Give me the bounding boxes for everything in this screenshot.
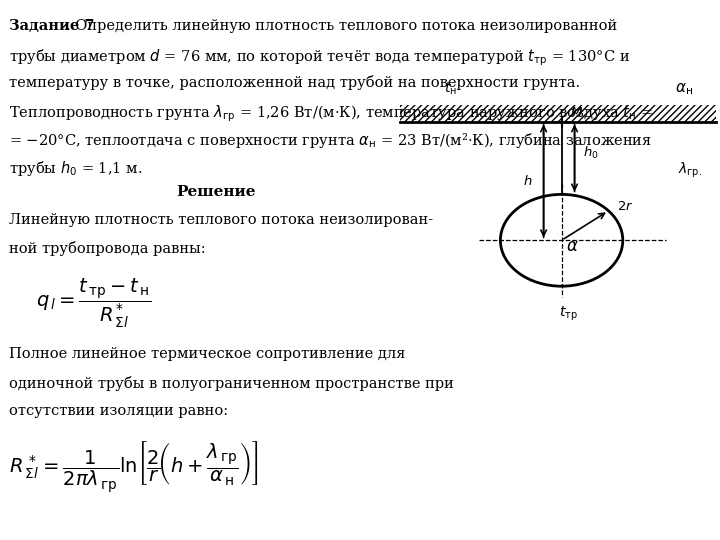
Text: Полное линейное термическое сопротивление для: Полное линейное термическое сопротивлени… [9,347,405,361]
Text: трубы диаметром $d$ = 76 мм, по которой течёт вода температурой $t_{\rm тр}$ = 1: трубы диаметром $d$ = 76 мм, по которой … [9,47,629,68]
Text: $h$: $h$ [523,174,533,188]
Text: трубы $h_{0}$ = 1,1 м.: трубы $h_{0}$ = 1,1 м. [9,159,142,178]
Bar [400,105,716,122]
Text: $q_{\,l} = \dfrac{t_{\rm\,тр} - t_{\rm\,н}}{R\,{}_{\!\Sigma l}^{\!\!*}}$: $q_{\,l} = \dfrac{t_{\rm\,тр} - t_{\rm\,… [36,277,151,330]
Ellipse shape [500,194,623,286]
Text: Теплопроводность грунта $\lambda_{\rm гр}$ = 1,26 Вт/(м·К), температура наружног: Теплопроводность грунта $\lambda_{\rm гр… [9,103,652,124]
Text: $\lambda_{\rm гр.}$: $\lambda_{\rm гр.}$ [678,160,702,180]
Text: Линейную плотность теплового потока неизолирован-: Линейную плотность теплового потока неиз… [9,213,433,227]
Text: $t_{\rm н}$: $t_{\rm н}$ [444,81,456,97]
Text: = −20°С, теплоотдача с поверхности грунта $\alpha_{\rm н}$ = 23 Вт/(м²·К), глуби: = −20°С, теплоотдача с поверхности грунт… [9,131,652,150]
Text: . Определить линейную плотность теплового потока неизолированной: . Определить линейную плотность тепловог… [66,19,618,33]
Text: ной трубопровода равны:: ной трубопровода равны: [9,241,205,256]
Text: $R_{\,\Sigma l}^{\,*} = \dfrac{1}{2\pi\lambda_{\rm\,гр}} \ln\!\left[\dfrac{2}{r}: $R_{\,\Sigma l}^{\,*} = \dfrac{1}{2\pi\l… [9,440,258,495]
Text: одиночной трубы в полуограниченном пространстве при: одиночной трубы в полуограниченном прост… [9,375,454,390]
Text: $t_{\rm тр}$: $t_{\rm тр}$ [559,305,578,323]
Text: $\alpha_{\rm н}$: $\alpha_{\rm н}$ [675,82,693,97]
Text: $M$: $M$ [570,106,583,119]
Text: $\alpha$: $\alpha$ [566,237,579,255]
Text: температуру в точке, расположенной над трубой на поверхности грунта.: температуру в точке, расположенной над т… [9,75,580,90]
Text: отсутствии изоляции равно:: отсутствии изоляции равно: [9,403,228,417]
Text: $2r$: $2r$ [617,200,634,213]
Text: Решение: Решение [176,185,256,199]
Text: $h_0$: $h_0$ [583,145,599,160]
Text: Задание 7: Задание 7 [9,19,94,33]
